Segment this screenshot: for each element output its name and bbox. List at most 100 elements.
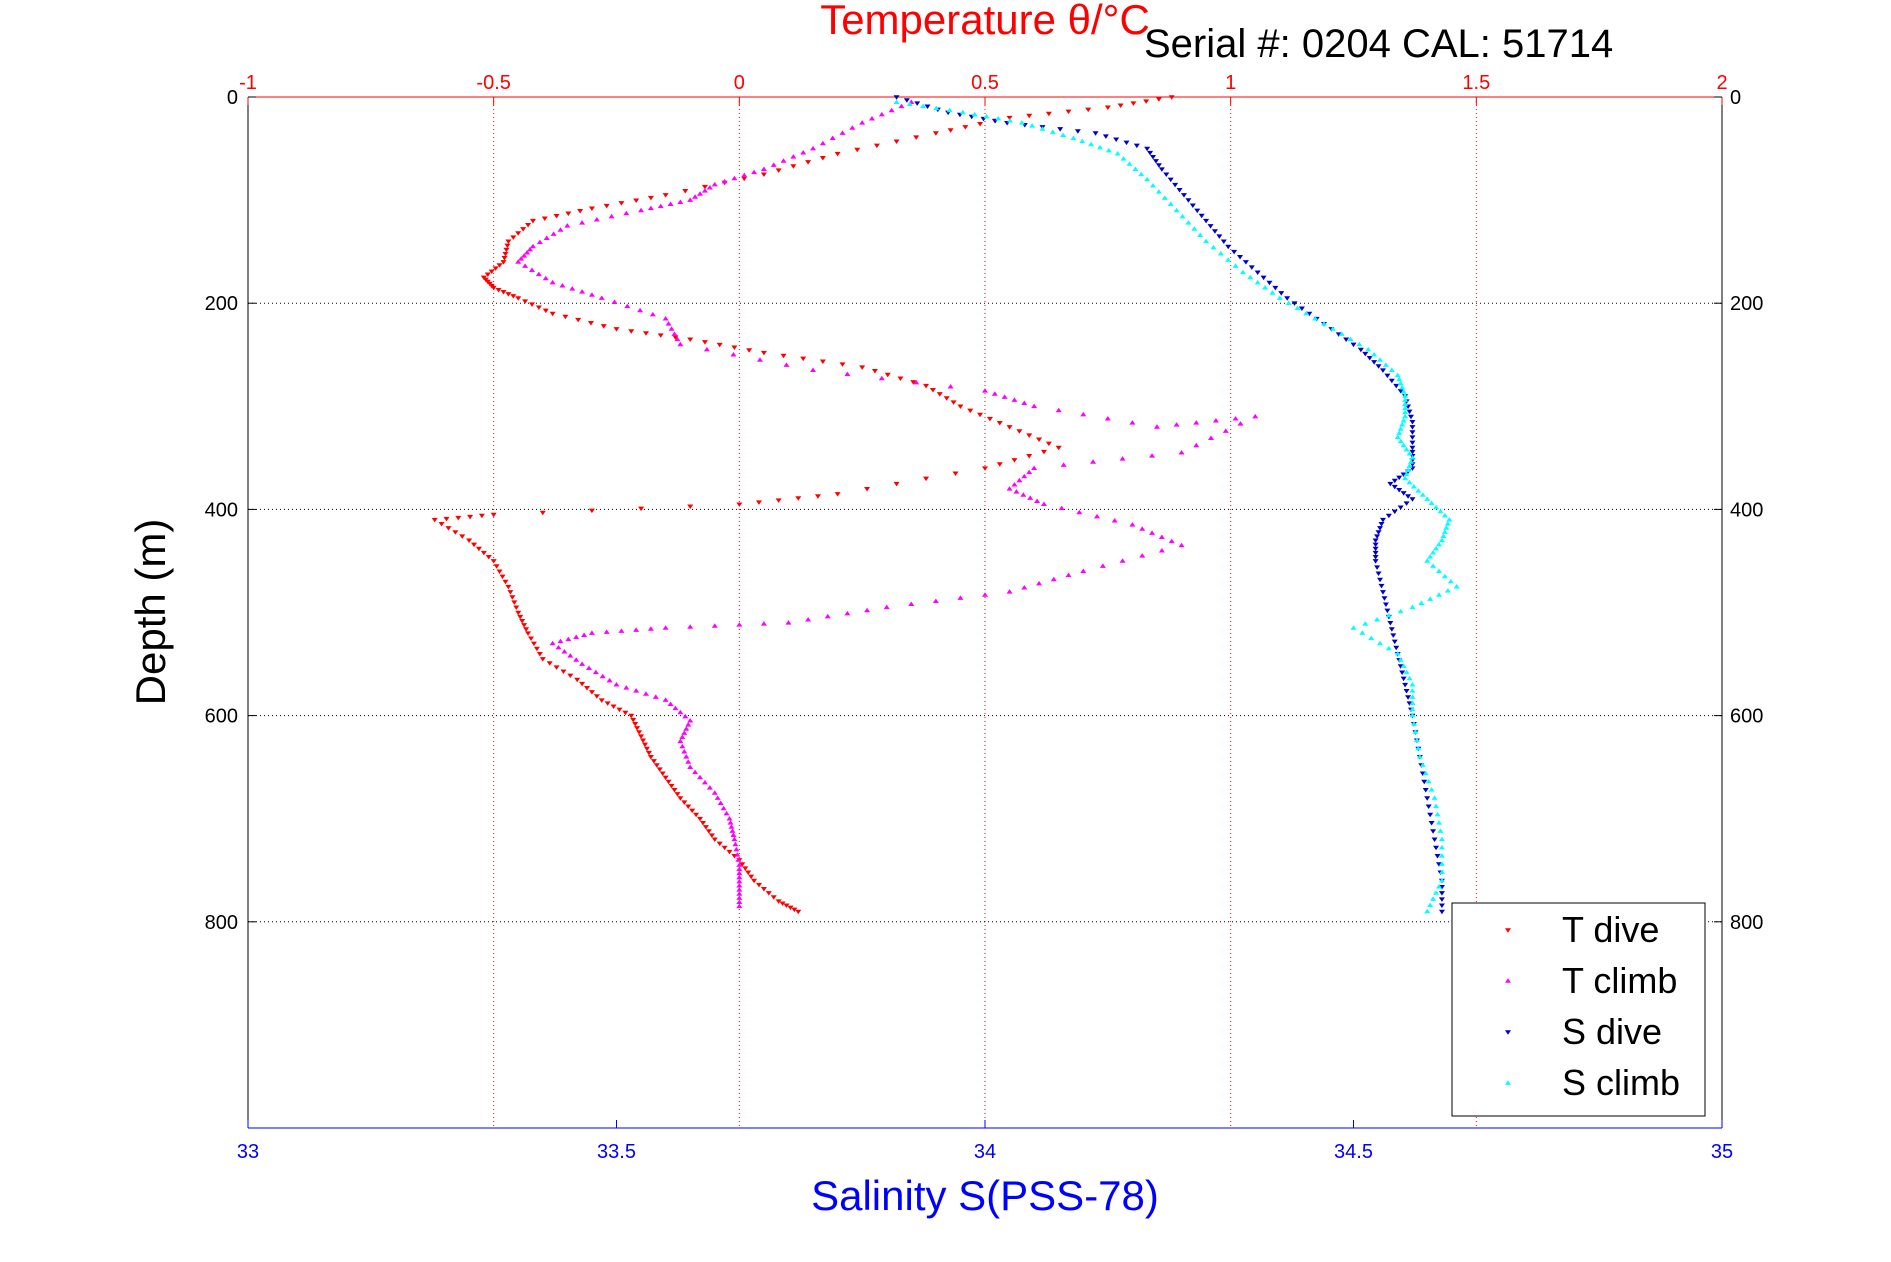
legend-label: T climb [1562, 960, 1677, 1001]
data-point [515, 610, 522, 616]
data-point-interpolated [1371, 360, 1378, 365]
data-point-interpolated [1198, 213, 1205, 219]
data-point-interpolated [1207, 224, 1214, 229]
data-point [711, 181, 718, 187]
temperature-tick-label: -1 [239, 72, 257, 94]
data-point-interpolated [947, 384, 954, 389]
data-point-interpolated [982, 592, 988, 597]
data-point-interpolated [854, 147, 861, 153]
data-point-interpolated [672, 705, 679, 711]
data-point-interpolated [1356, 341, 1363, 347]
data-point [1409, 604, 1416, 610]
data-point-interpolated [701, 188, 708, 193]
data-point-interpolated [638, 506, 645, 512]
data-point-interpolated [1167, 201, 1174, 207]
data-point-interpolated [496, 263, 503, 268]
data-point [549, 640, 556, 646]
data-point [1144, 176, 1151, 182]
data-point-interpolated [1232, 263, 1239, 268]
data-point-interpolated [657, 333, 664, 338]
data-point-interpolated [467, 514, 474, 520]
data-point [760, 172, 767, 178]
data-point-interpolated [1399, 670, 1406, 675]
data-point-interpolated [716, 342, 723, 348]
data-point [795, 909, 802, 915]
data-point-interpolated [1441, 573, 1448, 579]
data-point-interpolated [1026, 453, 1033, 459]
data-point [893, 95, 900, 100]
data-point-interpolated [736, 895, 743, 900]
data-point [1453, 584, 1460, 589]
data-point-interpolated [791, 907, 798, 913]
data-point-interpolated [864, 486, 871, 492]
data-point-interpolated [1427, 812, 1434, 818]
data-point-interpolated [1399, 422, 1406, 427]
data-point-interpolated [1433, 545, 1440, 551]
data-point-interpolated [1021, 473, 1028, 479]
data-point-interpolated [903, 98, 910, 103]
data-point-interpolated [756, 357, 763, 362]
data-point [1424, 558, 1431, 563]
data-point [525, 631, 532, 636]
data-point-interpolated [511, 600, 518, 605]
data-point-interpolated [962, 125, 969, 130]
data-point-interpolated [535, 271, 542, 277]
data-point-interpolated [733, 846, 740, 852]
data-point-interpolated [1410, 484, 1417, 489]
data-point-interpolated [649, 311, 656, 317]
data-point-interpolated [1390, 633, 1397, 638]
data-point-interpolated [630, 717, 637, 723]
data-point-interpolated [824, 613, 831, 619]
data-point [677, 341, 684, 347]
data-point-interpolated [933, 105, 940, 111]
data-point-interpolated [697, 191, 704, 196]
data-point [1254, 270, 1261, 275]
data-point-interpolated [1294, 305, 1301, 311]
data-point-interpolated [1437, 828, 1444, 833]
data-point [1321, 321, 1328, 326]
data-point-interpolated [1130, 101, 1137, 106]
data-point-interpolated [893, 481, 900, 487]
data-point-interpolated [592, 669, 599, 675]
data-point [1424, 796, 1431, 801]
data-point-interpolated [557, 638, 564, 644]
data-point-interpolated [1368, 635, 1375, 641]
data-point-interpolated [1388, 378, 1395, 384]
data-point-interpolated [1104, 415, 1111, 421]
data-point-interpolated [755, 882, 762, 888]
data-point-interpolated [500, 290, 507, 295]
data-point-interpolated [593, 694, 600, 699]
data-point [1114, 151, 1121, 156]
data-point-interpolated [579, 289, 586, 294]
data-point-interpolated [1438, 903, 1445, 909]
data-point-interpolated [1403, 689, 1410, 694]
data-point-interpolated [929, 388, 936, 393]
depth-axis-title: Depth (m) [127, 519, 174, 706]
data-point-interpolated [805, 617, 812, 622]
data-point-interpolated [1150, 154, 1157, 160]
data-point-interpolated [1029, 123, 1036, 128]
data-point-interpolated [1435, 862, 1442, 867]
data-point [760, 350, 767, 356]
data-point-interpolated [1443, 525, 1450, 530]
data-point-interpolated [647, 195, 654, 201]
data-point-interpolated [1374, 617, 1381, 622]
data-point-interpolated [742, 866, 749, 871]
data-point-interpolated [1400, 663, 1407, 668]
data-point-interpolated [1179, 213, 1186, 219]
data-point-interpolated [1385, 513, 1392, 519]
data-point-interpolated [517, 614, 524, 620]
data-point-interpolated [924, 104, 931, 109]
data-point [431, 517, 438, 523]
data-point [677, 738, 684, 744]
data-point-interpolated [844, 371, 851, 377]
data-point-interpolated [1419, 762, 1426, 767]
data-point-interpolated [878, 111, 885, 117]
data-point-interpolated [910, 380, 917, 385]
data-point-interpolated [536, 239, 543, 245]
data-point-interpolated [1312, 315, 1319, 321]
data-point-interpolated [1016, 429, 1023, 434]
data-point [1409, 712, 1416, 718]
data-point-interpolated [1397, 657, 1404, 662]
data-point-interpolated [996, 462, 1003, 467]
